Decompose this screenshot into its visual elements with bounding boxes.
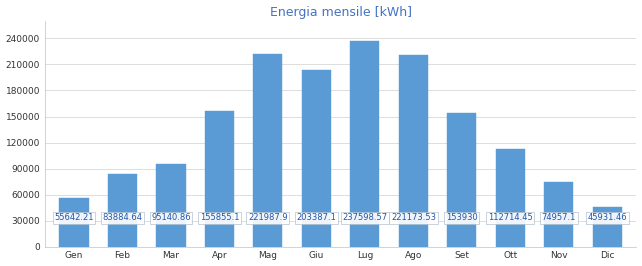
Text: 45931.46: 45931.46 <box>587 213 627 222</box>
Bar <box>351 40 379 247</box>
Text: 203387.1: 203387.1 <box>297 213 336 222</box>
Bar <box>157 164 186 247</box>
Bar <box>593 207 622 247</box>
Bar <box>205 111 234 247</box>
Bar <box>447 113 476 247</box>
Bar <box>254 54 282 247</box>
Text: 153930: 153930 <box>446 213 478 222</box>
Bar <box>399 55 428 247</box>
Bar <box>544 182 573 247</box>
Text: 83884.64: 83884.64 <box>103 213 143 222</box>
Bar <box>302 70 331 247</box>
Title: Energia mensile [kWh]: Energia mensile [kWh] <box>270 6 412 19</box>
Bar <box>496 149 525 247</box>
Text: 95140.86: 95140.86 <box>151 213 191 222</box>
Text: 74957.1: 74957.1 <box>542 213 576 222</box>
Text: 221987.9: 221987.9 <box>248 213 288 222</box>
Text: 55642.21: 55642.21 <box>55 213 94 222</box>
Text: 155855.1: 155855.1 <box>200 213 239 222</box>
Text: 237598.57: 237598.57 <box>342 213 388 222</box>
Text: 112714.45: 112714.45 <box>488 213 533 222</box>
Text: 221173.53: 221173.53 <box>391 213 436 222</box>
Bar <box>108 174 137 247</box>
Bar <box>60 198 89 247</box>
